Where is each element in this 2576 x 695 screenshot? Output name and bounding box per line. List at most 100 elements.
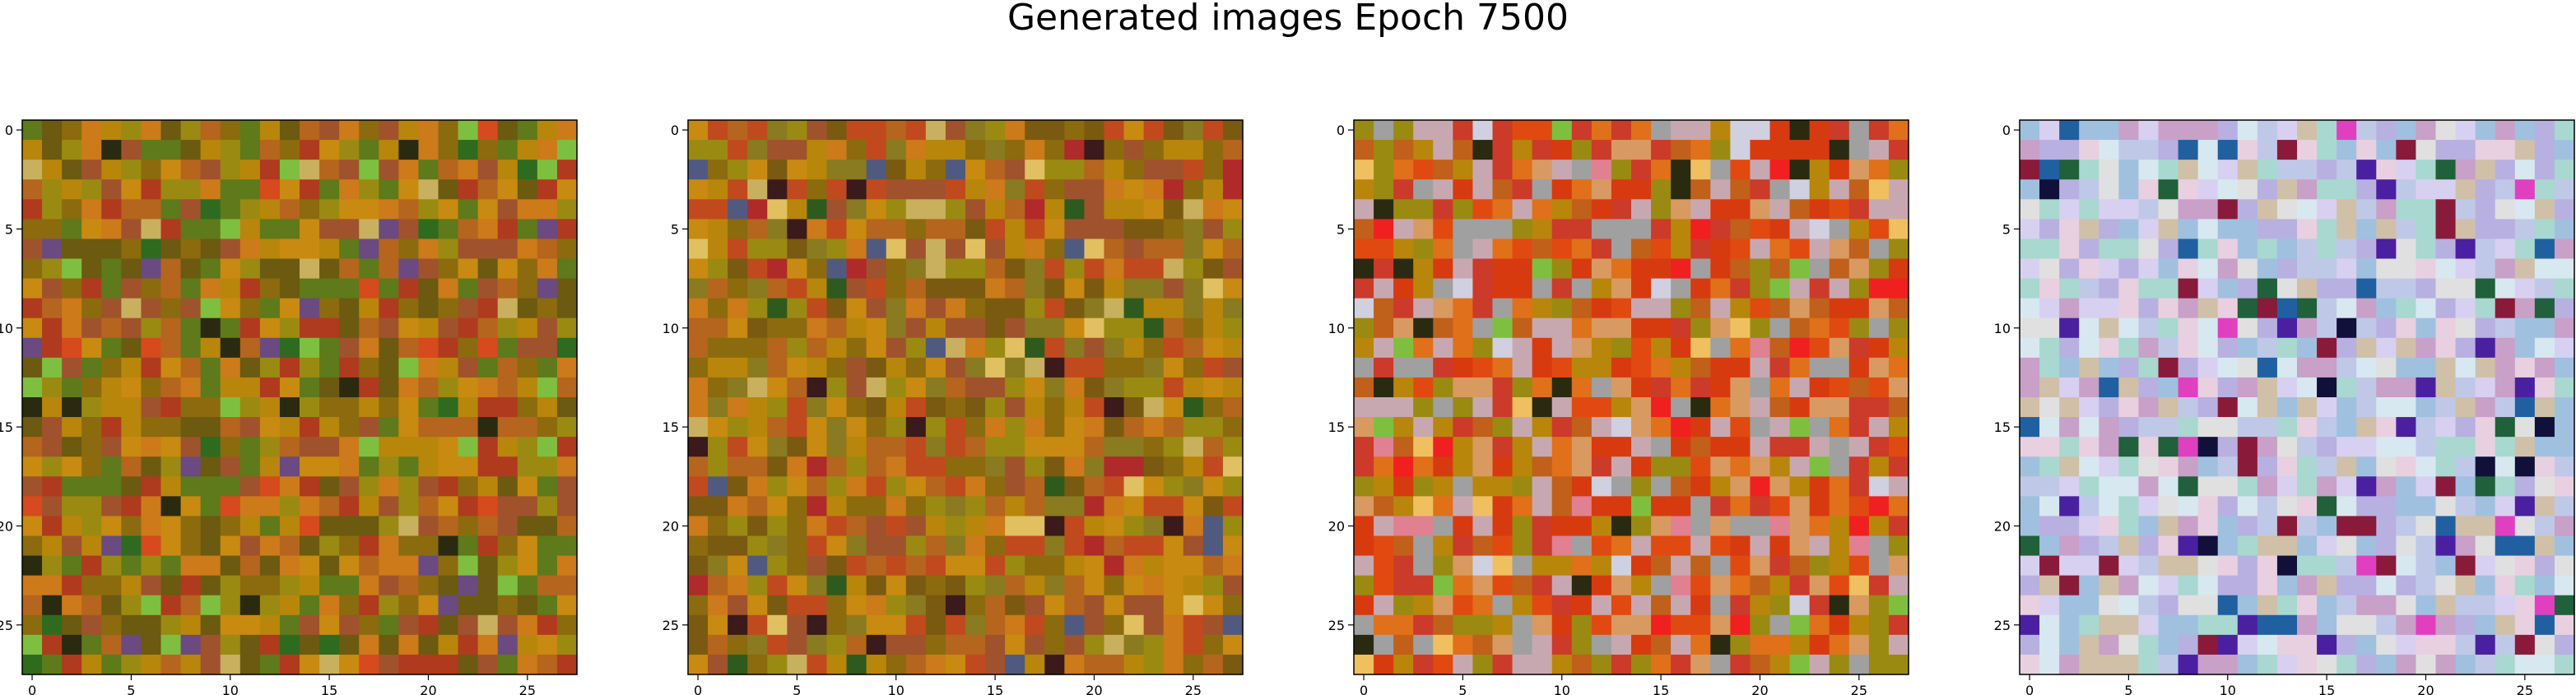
pixel-cell [1472,199,1494,220]
pixel-cell [1512,298,1533,319]
pixel-cell [2197,496,2219,517]
pixel-cell [1611,199,1632,220]
pixel-cell [2297,417,2318,438]
pixel-cell [1354,140,1374,160]
pixel-cell [1671,555,1691,577]
pixel-cell [1888,456,1909,477]
pixel-cell [438,120,459,141]
pixel-cell [2317,258,2337,280]
pixel-cell [1611,317,1632,339]
pixel-cell [1433,614,1453,636]
pixel-cell [787,239,808,260]
pixel-cell [866,258,887,280]
pixel-cell [1789,278,1811,299]
pixel-cell [925,437,946,457]
pixel-cell [1868,317,1890,339]
pixel-cell [359,535,379,557]
pixel-cell [2217,535,2239,557]
pixel-cell [787,199,808,220]
pixel-cell [985,535,1006,557]
pixel-cell [1123,555,1145,577]
pixel-cell [2039,496,2060,517]
pixel-cell [121,595,142,616]
pixel-cell [2495,595,2516,616]
pixel-cell [497,496,518,517]
pixel-cell [2455,278,2476,299]
pixel-cell [2257,337,2278,359]
pixel-cell [319,258,340,280]
pixel-cell [747,179,768,200]
pixel-cell [2197,298,2219,319]
pixel-cell [1374,120,1394,141]
pixel-cell [1492,258,1514,280]
pixel-cell [537,357,558,378]
pixel-cell [2237,258,2258,280]
pixel-cell [1571,555,1593,577]
pixel-cell [1730,476,1751,497]
pixel-cell [2276,219,2298,240]
x-tick-label: 5 [127,683,135,695]
pixel-cell [1809,120,1830,141]
pixel-cell [300,377,320,398]
pixel-cell [1084,120,1105,141]
pixel-cell [2197,595,2219,616]
pixel-cell [458,337,479,359]
pixel-cell [458,456,479,477]
pixel-cell [1374,595,1394,616]
pixel-cell [2099,614,2119,636]
pixel-cell [1750,120,1771,141]
pixel-cell [2554,219,2575,240]
pixel-cell [1690,377,1711,398]
pixel-cell [1393,634,1414,656]
pixel-cell [497,417,518,438]
pixel-cell [418,239,439,260]
pixel-cell [497,595,518,616]
pixel-cell [2099,377,2119,398]
pixel-cell [477,278,499,299]
pixel-cell [2475,575,2496,596]
pixel-cell [688,239,709,260]
pixel-cell [2138,199,2160,220]
pixel-cell [141,535,162,557]
pixel-cell [556,298,578,319]
pixel-cell [1374,614,1394,636]
pixel-cell [2297,140,2318,160]
pixel-cell [945,160,966,180]
pixel-cell [319,160,340,180]
pixel-cell [1044,397,1065,418]
pixel-cell [458,516,479,537]
pixel-cell [2059,278,2080,299]
pixel-cell [1710,298,1731,319]
pixel-cell [379,555,399,577]
pixel-cell [477,437,499,457]
pixel-cell [359,179,379,200]
pixel-cell [1888,595,1909,616]
pixel-cell [708,614,728,636]
pixel-cell [1393,120,1414,141]
pixel-cell [1631,337,1652,359]
pixel-cell [708,298,728,319]
pixel-cell [747,456,768,477]
pixel-cell [200,595,221,616]
pixel-cell [160,634,182,656]
pixel-cell [2337,456,2357,477]
pixel-cell [180,160,202,180]
pixel-cell [2416,555,2437,577]
pixel-cell [2059,179,2080,200]
pixel-cell [517,278,538,299]
pixel-cell [846,140,867,160]
pixel-cell [1551,535,1573,557]
pixel-cell [300,496,320,517]
pixel-cell [319,298,340,319]
pixel-cell [1611,456,1632,477]
pixel-cell [2039,595,2060,616]
pixel-cell [866,437,887,457]
pixel-cell [2257,417,2278,438]
pixel-cell [886,437,907,457]
pixel-cell [1143,496,1165,517]
pixel-cell [2534,179,2555,200]
pixel-cell [2039,397,2060,418]
pixel-cell [985,634,1006,656]
pixel-cell [2178,179,2199,200]
pixel-cell [418,516,439,537]
